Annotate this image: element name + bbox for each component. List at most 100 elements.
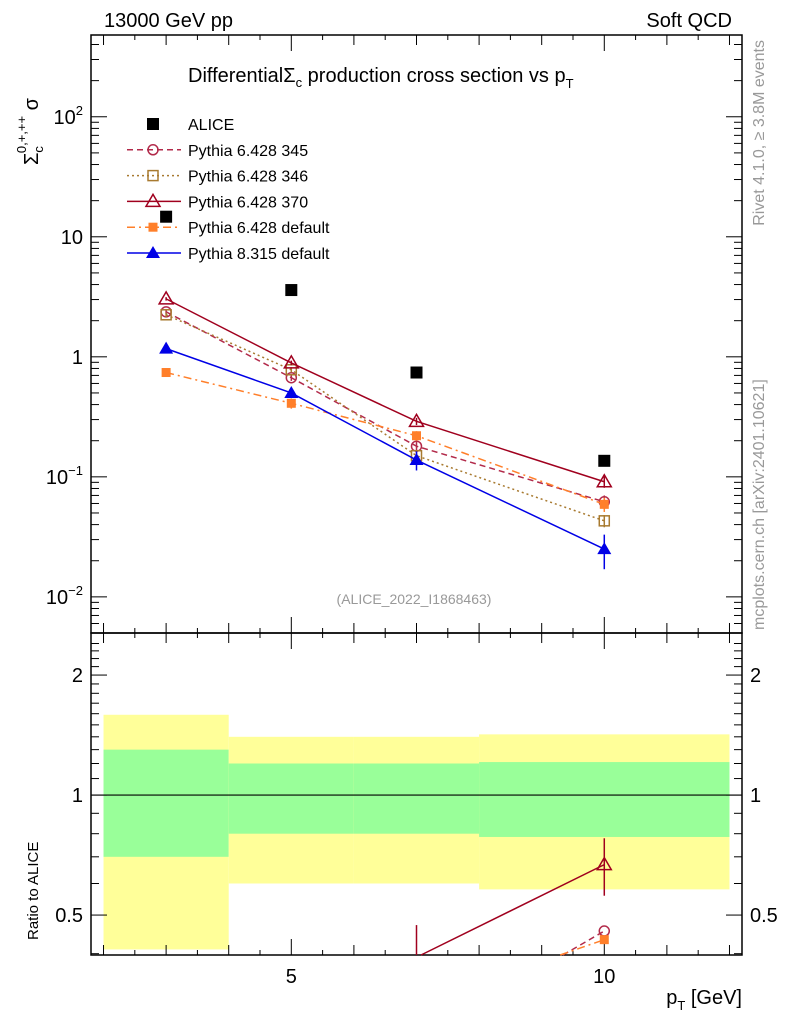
y-tick-mantissa: 1 <box>72 347 83 369</box>
series-line <box>165 311 605 503</box>
ratio-point <box>595 856 613 871</box>
legend-entry: Pythia 6.428 370 <box>127 192 308 211</box>
ratio-y-tick-label: 1 <box>72 785 83 807</box>
data-point <box>157 290 175 305</box>
ylabel-symbol: Σ <box>21 153 43 165</box>
ratio-y-axis-label: Ratio to ALICE <box>25 842 42 940</box>
ratio-line <box>559 938 605 956</box>
y-axis-label: Σc0,+,++ σ <box>14 97 46 165</box>
y-tick-mantissa: 10 <box>54 107 76 129</box>
legend-label: Pythia 6.428 345 <box>188 143 308 160</box>
legend-entry: Pythia 6.428 default <box>127 220 330 237</box>
ylabel-rest: σ <box>21 97 43 116</box>
ratio-y-tick-label: 0.5 <box>55 905 83 927</box>
ylabel-superscript: 0,+,++ <box>14 116 29 153</box>
series-pythia-6-428-370 <box>157 290 613 488</box>
data-point <box>597 542 612 555</box>
legend-label: Pythia 8.315 default <box>188 246 330 263</box>
x-tick-label: 10 <box>593 966 615 988</box>
ylabel-subscript: c <box>31 146 46 153</box>
data-point <box>160 210 173 223</box>
data-point <box>599 499 609 509</box>
ratio-y-tick-label-right: 1 <box>750 785 761 807</box>
legend-label: Pythia 6.428 370 <box>188 194 308 211</box>
legend-label: ALICE <box>188 117 234 134</box>
legend-entry: ALICE <box>147 117 234 134</box>
data-point <box>286 398 296 408</box>
data-point <box>283 354 300 369</box>
series-alice <box>160 210 611 467</box>
header-right: Soft QCD <box>646 10 732 32</box>
chart-title: DifferentialΣc production cross section … <box>188 65 574 91</box>
y-tick-label: 10−1 <box>46 463 83 489</box>
x-axis-label: pT [GeV] <box>666 987 742 1013</box>
data-point <box>598 515 611 527</box>
y-tick-mantissa: 10 <box>46 467 68 489</box>
data-point <box>412 431 421 441</box>
data-point <box>285 371 298 384</box>
legend-entry: Pythia 6.428 346 <box>127 169 308 186</box>
data-point <box>160 309 172 321</box>
legend-marker <box>148 222 158 232</box>
xlabel-p: p <box>666 987 677 1009</box>
y-tick-label: 102 <box>54 103 83 129</box>
ratio-series <box>559 935 609 956</box>
legend-entry: Pythia 6.428 345 <box>127 143 308 160</box>
y-tick-mantissa: 10 <box>61 227 83 249</box>
series-pythia-8-315-default <box>159 341 612 570</box>
legend-marker <box>146 246 160 258</box>
data-point <box>284 385 299 398</box>
series-pythia-6-428-default <box>161 368 609 512</box>
y-tick-label: 10−2 <box>46 583 83 609</box>
xlabel-rest: [GeV] <box>685 987 742 1009</box>
ratio-point <box>599 935 609 945</box>
mcplots-label: mcplots.cern.ch [arXiv:2401.10621] <box>751 379 768 630</box>
y-tick-label: 1 <box>72 347 83 369</box>
legend: ALICE Pythia 6.428 345 Pythia 6.428 346 Pyt… <box>127 117 330 263</box>
data-point <box>409 453 424 466</box>
xlabel-subscript: T <box>677 998 685 1013</box>
ratio-bands <box>103 714 730 950</box>
data-point <box>161 368 171 378</box>
data-point <box>408 412 425 428</box>
data-point <box>598 454 611 467</box>
legend-label: Pythia 6.428 346 <box>188 169 308 186</box>
legend-marker <box>144 192 162 208</box>
y-tick-exponent: −2 <box>68 583 83 598</box>
ratio-line <box>420 863 605 956</box>
series-pythia-6-428-346 <box>160 309 611 528</box>
legend-marker <box>147 118 159 130</box>
band-green-0 <box>103 749 229 857</box>
band-green-1 <box>228 763 354 834</box>
series-line <box>165 298 605 483</box>
series-line <box>165 371 605 506</box>
legend-marker <box>147 169 159 182</box>
ratio-y-tick-label-right: 2 <box>750 665 761 687</box>
data-point <box>285 284 298 297</box>
series-group <box>157 210 613 956</box>
rivet-label: Rivet 4.1.0, ≥ 3.8M events <box>751 40 768 226</box>
band-green-2 <box>353 763 480 834</box>
header-left: 13000 GeV pp <box>104 10 233 32</box>
y-tick-exponent: 2 <box>76 103 83 118</box>
ratio-y-tick-label-right: 0.5 <box>750 905 778 927</box>
legend-label: Pythia 6.428 default <box>188 220 330 237</box>
series-pythia-6-428-345 <box>160 306 611 509</box>
analysis-watermark: (ALICE_2022_I1868463) <box>337 591 492 607</box>
legend-marker <box>147 144 159 156</box>
y-tick-label: 10 <box>61 227 83 249</box>
ratio-y-tick-label: 2 <box>72 665 83 687</box>
series-line <box>165 347 605 550</box>
x-tick-label: 5 <box>286 966 297 988</box>
data-point <box>159 341 174 354</box>
data-point <box>410 366 423 379</box>
legend-entry: Pythia 8.315 default <box>127 246 330 263</box>
band-green-3 <box>479 762 730 837</box>
ratio-series <box>415 838 613 956</box>
y-tick-exponent: −1 <box>68 463 83 478</box>
ratio-line <box>562 930 605 956</box>
y-tick-mantissa: 10 <box>46 587 68 609</box>
data-point <box>595 473 613 488</box>
